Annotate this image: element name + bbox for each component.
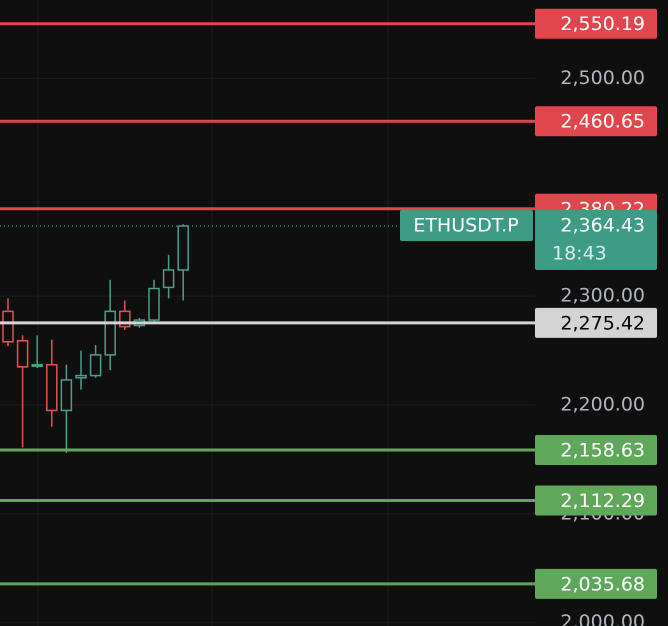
last-price-label: 2,364.43 <box>560 214 645 236</box>
level-label-box <box>535 8 657 39</box>
level-label-box <box>535 106 657 137</box>
candle-body <box>31 363 43 367</box>
candle-body <box>16 340 29 368</box>
countdown-label: 18:43 <box>552 242 607 264</box>
candle-body <box>75 374 87 379</box>
level-label: 2,158.63 <box>560 440 645 462</box>
candle-body <box>89 354 102 377</box>
candle-body <box>177 225 189 271</box>
level-label-box <box>535 485 657 516</box>
level-label: 2,460.65 <box>560 111 645 133</box>
candle-body <box>148 287 160 321</box>
level-label-box <box>535 435 657 466</box>
y-tick-label: 2,000.00 <box>560 611 645 626</box>
level-label-box <box>535 568 657 599</box>
level-label-box <box>535 307 657 338</box>
candle-body <box>2 310 14 343</box>
y-tick-label: 2,200.00 <box>560 393 645 415</box>
level-label: 2,275.42 <box>560 312 645 334</box>
candle-body <box>104 310 116 356</box>
level-label: 2,550.19 <box>560 13 645 35</box>
last-price-box <box>535 209 657 270</box>
candle-body <box>119 310 131 328</box>
y-tick-label: 2,500.00 <box>560 67 645 89</box>
candle-body <box>60 379 73 412</box>
candle-body <box>162 269 175 289</box>
level-label: 2,112.29 <box>560 490 645 512</box>
candle-body <box>46 363 58 412</box>
symbol-box <box>400 209 533 241</box>
y-tick-label: 2,300.00 <box>560 285 645 307</box>
level-label: 2,035.68 <box>560 573 645 595</box>
symbol-label: ETHUSDT.P <box>413 214 518 236</box>
